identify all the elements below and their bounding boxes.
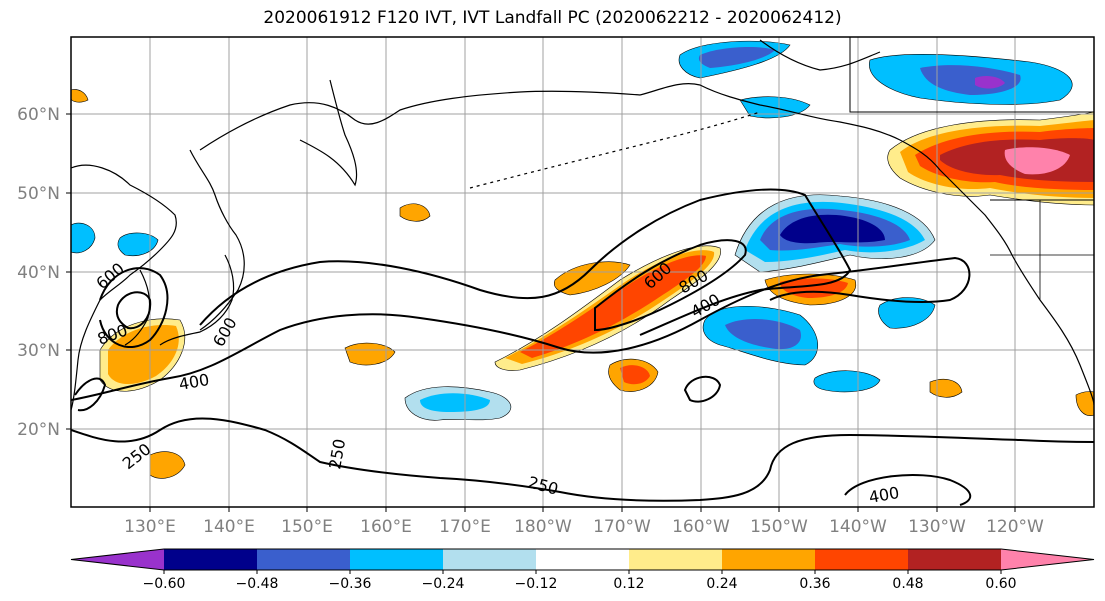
positive-anomaly-region bbox=[108, 325, 179, 385]
colorbar-segment bbox=[1001, 549, 1094, 570]
bering-strait-coast bbox=[759, 39, 881, 71]
colorbar-segment bbox=[164, 549, 257, 570]
contour-label: 600 bbox=[92, 259, 128, 293]
map-title: 2020061912 F120 IVT, IVT Landfall PC (20… bbox=[263, 8, 842, 28]
tick-marks bbox=[66, 113, 1016, 512]
negative-anomaly-region bbox=[698, 47, 775, 68]
negative-anomaly-region bbox=[420, 393, 490, 412]
colorbar-tick-label: −0.36 bbox=[329, 576, 372, 592]
colorbar-tick-label: −0.12 bbox=[515, 576, 558, 592]
latitude-label: 60°N bbox=[17, 105, 60, 125]
coastlines bbox=[71, 37, 1094, 411]
colorbar-tick-label: −0.60 bbox=[143, 576, 186, 592]
positive-anomaly-region bbox=[929, 379, 963, 398]
colorbar-segment bbox=[257, 549, 350, 570]
colorbar-segment bbox=[350, 549, 443, 570]
map-area: 600 800 600 400 250 600 800 400 250 400 … bbox=[71, 37, 1094, 507]
negative-anomaly-region bbox=[878, 297, 936, 329]
contour-400-south bbox=[844, 474, 972, 506]
colorbar-segment bbox=[536, 549, 629, 570]
negative-anomaly-region bbox=[975, 75, 1005, 89]
colorbar-segment bbox=[722, 549, 815, 570]
colorbar-tick-label: −0.24 bbox=[422, 576, 465, 592]
latitude-label: 50°N bbox=[17, 184, 60, 204]
longitude-label: 150°E bbox=[281, 517, 333, 537]
contour-east-asia-400 bbox=[74, 377, 107, 412]
colorbar-tick-label: 0.36 bbox=[799, 576, 830, 592]
contour-600-jet bbox=[199, 188, 852, 336]
longitude-label: 130°W bbox=[908, 517, 966, 537]
longitude-labels: 130°E 140°E 150°E 160°E 170°E 180°W 170°… bbox=[124, 517, 1044, 537]
siberia-coastline bbox=[199, 90, 641, 151]
longitude-label: 130°E bbox=[124, 517, 176, 537]
contour-label: 250 bbox=[526, 473, 560, 499]
longitude-label: 140°E bbox=[203, 517, 255, 537]
colorbar-tick-label: 0.24 bbox=[706, 576, 737, 592]
longitude-label: 120°W bbox=[986, 517, 1044, 537]
negative-anomaly-region bbox=[725, 318, 801, 350]
korea-coastline bbox=[124, 269, 151, 346]
contour-label: 400 bbox=[867, 483, 900, 507]
colorbar-tick-label: 0.48 bbox=[892, 576, 923, 592]
longitude-label: 150°W bbox=[750, 517, 808, 537]
contour-label: 400 bbox=[177, 370, 210, 394]
colorbar-tick-label: 0.12 bbox=[613, 576, 644, 592]
alaska-coastline bbox=[639, 83, 1094, 406]
positive-anomaly-region bbox=[1004, 147, 1070, 175]
contour-japan-800 bbox=[115, 291, 152, 330]
asia-coastline bbox=[71, 164, 177, 411]
colorbar-segment bbox=[815, 549, 908, 570]
colorbar-segment bbox=[443, 549, 536, 570]
shading-layer bbox=[71, 40, 1094, 479]
ivt-contours bbox=[71, 188, 1094, 506]
negative-anomaly-region bbox=[71, 222, 96, 254]
colorbar-segment bbox=[71, 549, 164, 570]
longitude-label: 140°W bbox=[829, 517, 887, 537]
latitude-label: 20°N bbox=[17, 420, 60, 440]
contour-japan-600 bbox=[99, 267, 169, 349]
positive-anomaly-region bbox=[71, 89, 89, 103]
colorbar-tick-label: 0.60 bbox=[985, 576, 1016, 592]
contour-label: 250 bbox=[325, 437, 349, 470]
latitude-label: 30°N bbox=[17, 341, 60, 361]
longitude-label: 160°W bbox=[672, 517, 730, 537]
sakhalin-coastline bbox=[189, 149, 245, 331]
positive-anomaly-region bbox=[1075, 391, 1094, 416]
positive-anomaly-region bbox=[620, 365, 650, 385]
kamchatka-coastline bbox=[299, 79, 358, 187]
colorbar-tick-label: −0.48 bbox=[236, 576, 279, 592]
colorbar-segment bbox=[629, 549, 722, 570]
latitude-labels: 60°N 50°N 40°N 30°N 20°N bbox=[17, 105, 60, 440]
positive-anomaly-region bbox=[149, 451, 186, 479]
longitude-label: 170°E bbox=[439, 517, 491, 537]
aleutian-chain bbox=[469, 111, 761, 189]
positive-anomaly-region bbox=[520, 255, 706, 358]
longitude-label: 160°E bbox=[360, 517, 412, 537]
canada-border bbox=[849, 37, 1094, 113]
contour-400-loop bbox=[683, 375, 722, 403]
negative-anomaly-region bbox=[117, 232, 159, 257]
contour-label: 250 bbox=[119, 439, 155, 473]
colorbar: −0.60 −0.48 −0.36 −0.24 −0.12 0.12 0.24 0.36 0.4… bbox=[70, 548, 1095, 592]
contour-400-outer bbox=[71, 256, 971, 401]
colorbar-segment bbox=[908, 549, 1001, 570]
longitude-label: 180°W bbox=[514, 517, 572, 537]
us-state-lines bbox=[990, 200, 1094, 300]
latitude-label: 40°N bbox=[17, 263, 60, 283]
positive-anomaly-region bbox=[553, 261, 631, 296]
positive-anomaly-region bbox=[344, 342, 396, 366]
contour-250 bbox=[71, 417, 1094, 502]
japan-coastline bbox=[159, 254, 235, 346]
positive-anomaly-region bbox=[399, 203, 431, 222]
contour-800-jet bbox=[594, 239, 747, 332]
longitude-label: 170°W bbox=[593, 517, 651, 537]
negative-anomaly-region bbox=[813, 370, 881, 393]
negative-anomaly-region bbox=[780, 214, 885, 244]
